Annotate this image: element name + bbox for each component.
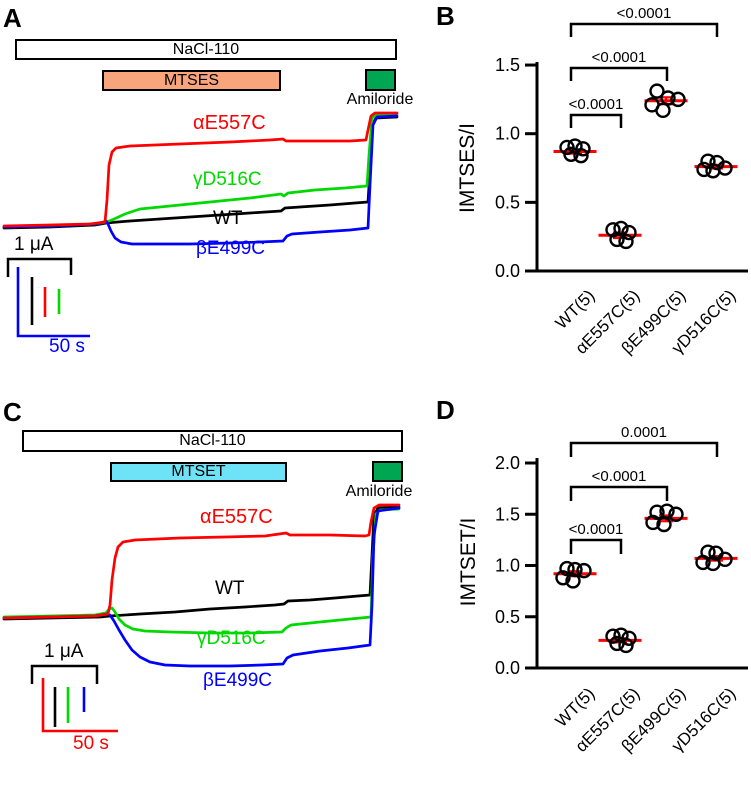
data-point <box>559 560 575 577</box>
data-point <box>618 233 634 250</box>
p-value-label: 0.0001 <box>621 424 667 441</box>
amiloride-box-a <box>365 69 396 91</box>
y-tick-label: 0.5 <box>495 192 520 212</box>
y-tick-label: 0.0 <box>495 261 520 281</box>
nacl-bar-c-label: NaCl-110 <box>179 432 246 449</box>
data-point <box>621 224 637 241</box>
current-scale-label-a: 1 μA <box>14 234 54 255</box>
mtses-bar-label: MTSES <box>163 71 220 89</box>
data-point <box>609 231 625 248</box>
y-tick-label: 0.0 <box>495 658 520 678</box>
trace-label-wt-a: WT <box>213 208 243 229</box>
y-tick-label: 0.5 <box>495 607 520 627</box>
data-point <box>618 637 634 654</box>
data-point <box>645 514 661 531</box>
data-point <box>575 141 591 157</box>
data-point <box>605 222 621 238</box>
data-point <box>695 554 711 571</box>
mtses-bar: MTSES <box>102 70 281 91</box>
y-tick-label: 1.0 <box>495 556 520 576</box>
p-value-label: <0.0001 <box>569 521 624 538</box>
trace-label-gamma-a: γD516C <box>193 169 262 190</box>
current-scale-label-c: 1 μA <box>44 641 84 662</box>
data-point <box>565 573 581 589</box>
data-point <box>573 147 589 164</box>
panel-b-letter: B <box>436 1 455 31</box>
y-tick-label: 1.5 <box>495 55 520 75</box>
data-point <box>555 570 571 586</box>
p-value-label: <0.0001 <box>592 468 647 485</box>
data-point <box>649 83 665 99</box>
nacl-bar-a-label: NaCl-110 <box>172 40 240 58</box>
p-value-label: <0.0001 <box>617 5 672 22</box>
trace-label-alpha-c: αE557C <box>200 506 273 528</box>
data-point <box>655 102 671 119</box>
data-point <box>717 160 733 176</box>
amiloride-label-a: Amiloride <box>346 91 414 108</box>
y-axis-label: IMTSET/I <box>457 518 480 607</box>
y-tick-label: 1.5 <box>495 504 520 524</box>
p-value-label: <0.0001 <box>569 96 624 113</box>
nacl-bar-c: NaCl-110 <box>22 430 403 452</box>
trace-label-gamma-c: γD516C <box>197 628 266 649</box>
y-tick-label: 2.0 <box>495 453 520 473</box>
trace-label-wt-c: WT <box>215 578 245 599</box>
trace-label-beta-c: βE499C <box>203 670 273 691</box>
p-value-label: <0.0001 <box>592 49 647 66</box>
nacl-bar-a: NaCl-110 <box>15 39 397 60</box>
data-point <box>609 635 625 652</box>
data-point <box>563 146 579 162</box>
trace-label-alpha-a: αE557C <box>193 112 266 134</box>
data-point <box>660 90 676 106</box>
panel-c-letter: C <box>3 397 22 427</box>
mtset-bar-label: MTSET <box>171 463 226 480</box>
time-scale-label-c: 50 s <box>73 733 109 754</box>
amiloride-label-c: Amiloride <box>345 483 413 500</box>
trace-label-beta-a: βE499C <box>196 238 266 259</box>
y-axis-label: IMTSES/I <box>456 123 479 213</box>
mtset-bar: MTSET <box>110 462 287 482</box>
data-point <box>696 161 712 178</box>
y-tick-label: 1.0 <box>495 124 520 144</box>
data-point <box>668 506 684 522</box>
panel-a-letter: A <box>3 3 22 33</box>
data-point <box>670 91 686 108</box>
data-point <box>576 562 592 579</box>
time-scale-label-a: 50 s <box>49 336 85 357</box>
data-point <box>705 555 721 572</box>
panel-d-letter: D <box>436 395 455 425</box>
data-point <box>567 561 583 578</box>
data-point <box>656 516 672 533</box>
amiloride-box-c <box>372 461 403 482</box>
